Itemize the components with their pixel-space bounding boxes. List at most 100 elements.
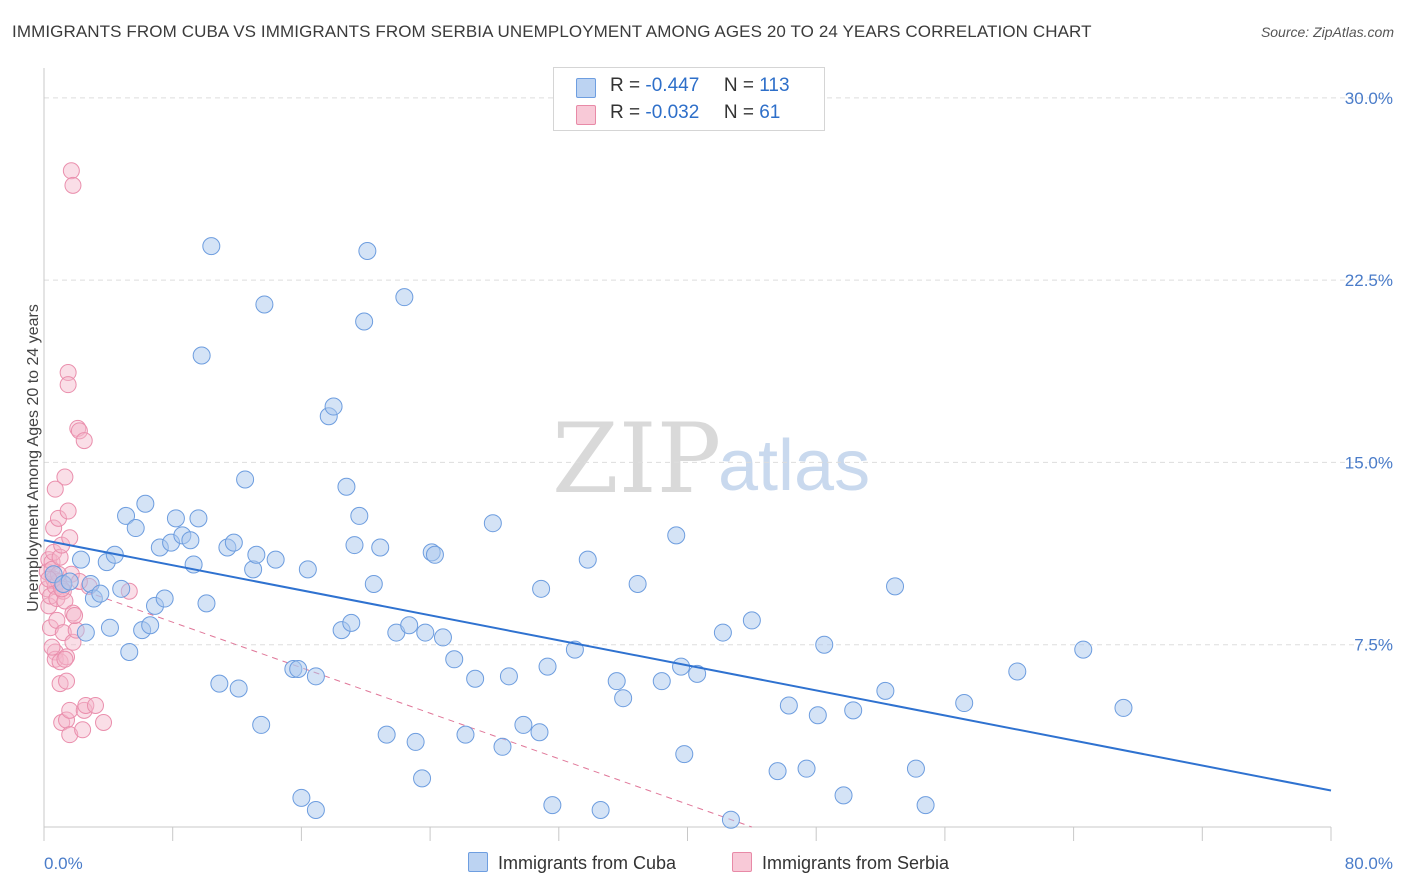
y-tick-label: 22.5%: [1345, 271, 1393, 290]
cuba-point: [224, 533, 243, 552]
cuba-point: [197, 594, 216, 613]
cuba-point: [591, 800, 610, 819]
serbia-point: [70, 422, 88, 440]
cuba-point: [425, 545, 444, 564]
serbia-trend-group: [43, 576, 753, 828]
serbia-point: [59, 502, 77, 520]
cuba-trend-group: [43, 539, 1332, 792]
bottom-legend-cuba-label: Immigrants from Cuba: [498, 853, 677, 873]
cuba-point: [210, 674, 229, 693]
cuba-point: [483, 514, 502, 533]
cuba-point: [768, 762, 787, 781]
serbia-point: [58, 648, 76, 666]
cuba-point: [844, 701, 863, 720]
serbia-point: [58, 672, 76, 690]
serbia-point: [74, 721, 92, 739]
serbia-point: [77, 696, 95, 714]
cuba-point: [306, 667, 325, 686]
serbia-point: [46, 643, 64, 661]
cuba-point: [355, 312, 374, 331]
cuba-point: [189, 509, 208, 528]
serbia-point: [51, 675, 69, 693]
cuba-point: [538, 657, 557, 676]
axes: [43, 68, 1332, 841]
cuba-point: [192, 346, 211, 365]
cuba-point: [247, 545, 266, 564]
cuba-point: [117, 506, 136, 525]
bottom-legend-serbia-swatch: [732, 852, 752, 872]
cuba-point: [292, 788, 311, 807]
cuba-point: [337, 477, 356, 496]
cuba-point: [91, 584, 110, 603]
cuba-point: [181, 531, 200, 550]
cuba-point: [815, 635, 834, 654]
cuba-point: [236, 470, 255, 489]
cuba-points: [44, 237, 1133, 829]
cuba-point: [358, 241, 377, 260]
cuba-point: [466, 669, 485, 688]
serbia-point: [64, 176, 82, 194]
cuba-point: [607, 672, 626, 691]
y-tick-label: 15.0%: [1345, 453, 1393, 472]
cuba-point: [229, 679, 248, 698]
cuba-point: [499, 667, 518, 686]
cuba-point: [433, 628, 452, 647]
cuba-point: [202, 237, 221, 256]
serbia-point: [56, 468, 74, 486]
watermark-atlas: atlas: [718, 426, 870, 506]
cuba-point: [345, 536, 364, 555]
cuba-point: [713, 623, 732, 642]
cuba-point: [350, 506, 369, 525]
serbia-n-label: N =: [723, 102, 754, 123]
cuba-point: [532, 579, 551, 598]
cuba-point: [406, 732, 425, 751]
cuba-point: [797, 759, 816, 778]
serbia-point: [61, 726, 79, 744]
cuba-point: [395, 288, 414, 307]
cuba-point: [126, 519, 145, 538]
cuba-point: [342, 613, 361, 632]
x-tick-label-max: 80.0%: [1345, 854, 1393, 873]
cuba-point: [493, 737, 512, 756]
serbia-point: [95, 713, 113, 731]
cuba-point: [72, 550, 91, 569]
cuba-point: [371, 538, 390, 557]
cuba-point: [400, 616, 419, 635]
cuba-point: [76, 623, 95, 642]
cuba-point: [628, 574, 647, 593]
cuba-point: [166, 509, 185, 528]
cuba-point: [324, 397, 343, 416]
cuba-point: [266, 550, 285, 569]
cuba-point: [289, 660, 308, 679]
cuba-swatch: [576, 78, 596, 98]
cuba-point: [578, 550, 597, 569]
bottom-legend-cuba-swatch: [468, 852, 488, 872]
chart-title: IMMIGRANTS FROM CUBA VS IMMIGRANTS FROM …: [12, 22, 1092, 41]
cuba-point: [306, 800, 325, 819]
serbia-point: [41, 619, 59, 637]
cuba-point: [667, 526, 686, 545]
serbia-point: [56, 650, 74, 668]
cuba-n-value: 113: [759, 75, 790, 96]
serbia-point: [49, 509, 67, 527]
cuba-point: [530, 723, 549, 742]
serbia-point: [53, 713, 71, 731]
cuba-point: [916, 796, 935, 815]
cuba-point: [445, 650, 464, 669]
cuba-point: [688, 664, 707, 683]
y-axis-label: Unemployment Among Ages 20 to 24 years: [25, 304, 42, 612]
cuba-point: [834, 786, 853, 805]
cuba-point: [675, 745, 694, 764]
cuba-point: [456, 725, 475, 744]
cuba-point: [413, 769, 432, 788]
y-tick-label: 30.0%: [1345, 89, 1393, 108]
cuba-point: [886, 577, 905, 596]
serbia-r-value: -0.032: [645, 102, 700, 123]
cuba-point: [255, 295, 274, 314]
serbia-point: [43, 638, 61, 656]
cuba-point: [112, 579, 131, 598]
serbia-point: [58, 711, 76, 729]
serbia-swatch: [576, 105, 596, 125]
serbia-r-label: R =: [610, 102, 641, 123]
